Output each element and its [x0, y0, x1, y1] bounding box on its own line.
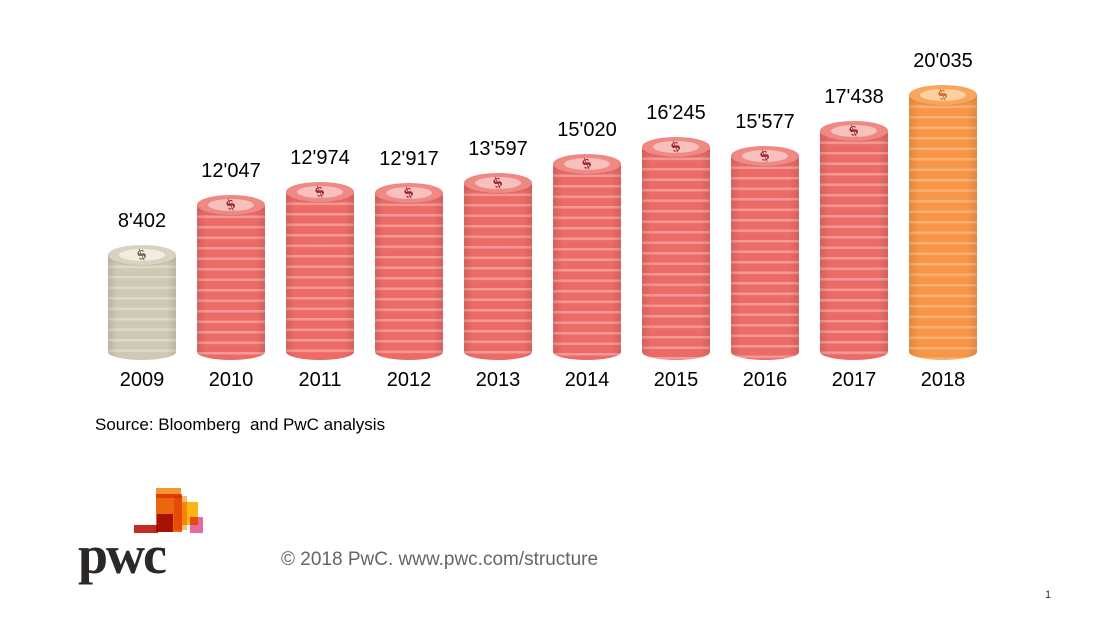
logo-block-pink	[190, 517, 203, 533]
dollar-icon: $	[668, 137, 684, 157]
year-label: 2017	[831, 369, 877, 391]
coin-stack-body	[108, 255, 176, 360]
year-label: 2015	[653, 369, 699, 391]
coin-top-inner: $	[742, 146, 788, 166]
coin-top: $	[197, 195, 265, 215]
coin-stack-body	[464, 183, 532, 360]
dollar-icon: $	[579, 154, 595, 174]
value-label: 13'597	[468, 138, 528, 160]
coin-stack-2015: 16'245 $2015	[642, 102, 710, 391]
coin-top-inner: $	[831, 121, 877, 141]
coin-stack-body	[909, 95, 977, 360]
year-label: 2012	[386, 369, 432, 391]
coin-stack-2011: 12'974 $2011	[286, 147, 354, 391]
year-label: 2013	[475, 369, 521, 391]
dollar-icon: $	[223, 195, 239, 215]
coin-stack-2014: 15'020 $2014	[553, 119, 621, 391]
logo-block-orange-light	[156, 488, 181, 498]
value-label: 15'577	[735, 111, 795, 133]
coin-stack-2017: 17'438 $2017	[820, 86, 888, 391]
coin-top: $	[375, 183, 443, 203]
dollar-icon: $	[401, 183, 417, 203]
coin-stack-body	[197, 205, 265, 360]
coin-stack-2012: 12'917 $2012	[375, 148, 443, 391]
pwc-logo: pwc	[78, 486, 248, 586]
dollar-icon: $	[312, 182, 328, 202]
coin-stack-2016: 15'577 $2016	[731, 111, 799, 391]
coin-stack-body	[820, 131, 888, 360]
coin-stack-body	[553, 164, 621, 360]
coin-stack-body	[286, 192, 354, 360]
coin-top-inner: $	[386, 183, 432, 203]
coin-top-inner: $	[564, 154, 610, 174]
source-note: Source: Bloomberg and PwC analysis	[95, 415, 386, 434]
coin-top: $	[731, 146, 799, 166]
year-label: 2018	[920, 369, 966, 391]
page-number: 1	[1045, 589, 1052, 601]
year-label: 2014	[564, 369, 610, 391]
coin-stack-body	[375, 193, 443, 360]
dollar-icon: $	[490, 173, 506, 193]
logo-block-darkred	[157, 514, 173, 532]
coin-top: $	[553, 154, 621, 174]
value-label: 20'035	[913, 50, 973, 72]
coin-top: $	[642, 137, 710, 157]
coin-top-inner: $	[475, 173, 521, 193]
coin-stack-body	[642, 147, 710, 360]
coin-top: $	[108, 245, 176, 265]
value-label: 16'245	[646, 102, 706, 124]
coin-top-inner: $	[653, 137, 699, 157]
value-label: 12'974	[290, 147, 350, 169]
year-label: 2009	[119, 369, 165, 391]
coin-stack-2018: 20'035 $2018	[909, 50, 977, 391]
dollar-icon: $	[134, 245, 150, 265]
coin-stack-2010: 12'047 $2010	[197, 160, 265, 391]
value-label: 12'047	[201, 160, 261, 182]
value-label: 8'402	[117, 210, 167, 232]
year-label: 2016	[742, 369, 788, 391]
coin-top: $	[909, 85, 977, 105]
value-label: 12'917	[379, 148, 439, 170]
coin-stack-2009: 8'402 $2009	[108, 210, 176, 391]
coin-top-inner: $	[920, 85, 966, 105]
value-label: 17'438	[824, 86, 884, 108]
pwc-logo-text: pwc	[78, 525, 167, 585]
dollar-icon: $	[935, 85, 951, 105]
coin-stack-2013: 13'597 $2013	[464, 138, 532, 391]
copyright-text: © 2018 PwC. www.pwc.com/structure	[281, 549, 599, 570]
logo-block-red-bar	[134, 525, 158, 533]
dollar-icon: $	[757, 146, 773, 166]
coin-top-inner: $	[208, 195, 254, 215]
coin-top: $	[464, 173, 532, 193]
year-label: 2010	[208, 369, 254, 391]
value-label: 15'020	[557, 119, 617, 141]
pwc-logo-blocks-icon	[130, 486, 214, 536]
coin-top-inner: $	[119, 245, 165, 265]
coin-top: $	[286, 182, 354, 202]
coin-top: $	[820, 121, 888, 141]
coin-stack-body	[731, 156, 799, 360]
dollar-icon: $	[846, 121, 862, 141]
coin-top-inner: $	[297, 182, 343, 202]
year-label: 2011	[298, 369, 342, 391]
